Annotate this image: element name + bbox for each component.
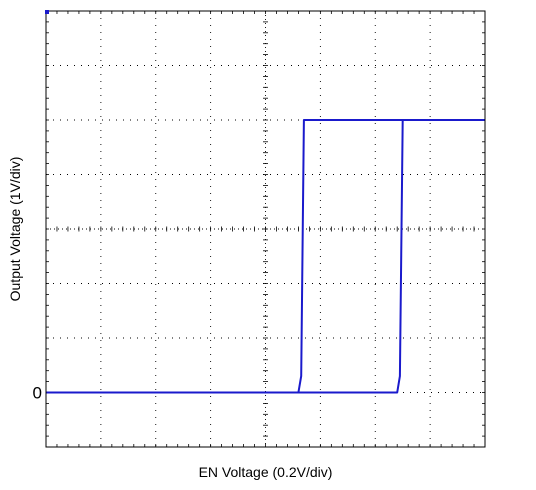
series-trace-2 [46, 119, 485, 394]
trace-start-marker [45, 10, 49, 14]
axis-ticks [45, 10, 486, 448]
series-group [46, 119, 485, 394]
grid [46, 11, 485, 447]
x-axis-title: EN Voltage (0.2V/div) [199, 464, 333, 480]
plot-frame [45, 10, 486, 448]
y-axis-title: Output Voltage (1V/div) [7, 157, 23, 302]
y-zero-label: 0 [33, 384, 42, 403]
